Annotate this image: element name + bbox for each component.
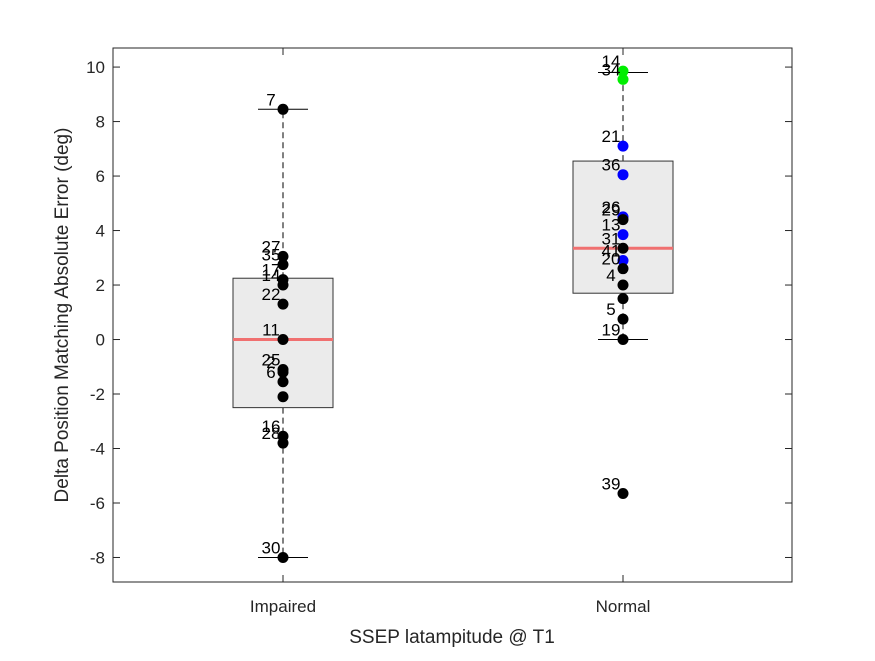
data-point-label: 28 — [262, 424, 281, 443]
data-point-label: 26 — [602, 198, 621, 217]
data-point-label: 5 — [606, 300, 615, 319]
data-point — [617, 313, 629, 325]
data-point — [617, 242, 629, 254]
data-point-label: 22 — [262, 285, 281, 304]
data-point-label: 7 — [266, 90, 275, 109]
data-point-label: 35 — [262, 246, 281, 265]
data-point — [617, 140, 629, 152]
data-point-label: 4 — [606, 266, 615, 285]
data-point-label: 14 — [262, 266, 281, 285]
data-point — [277, 551, 289, 563]
x-tick-label: Normal — [596, 597, 651, 616]
data-point — [277, 103, 289, 115]
data-point-label: 29 — [602, 201, 621, 220]
y-tick-label: 10 — [86, 58, 105, 77]
data-point-label: 39 — [602, 474, 621, 493]
y-tick-label: 4 — [96, 222, 105, 241]
data-point-label: 36 — [602, 156, 621, 175]
x-tick-label: Impaired — [250, 597, 316, 616]
data-point — [617, 65, 629, 77]
y-tick-label: 0 — [96, 331, 105, 350]
data-point — [277, 298, 289, 310]
data-point-label: 25 — [262, 350, 281, 369]
y-tick-label: -8 — [90, 548, 105, 567]
data-point-label: 14 — [602, 52, 621, 71]
data-point — [617, 229, 629, 241]
data-point-label: 2 — [266, 353, 275, 372]
data-point — [277, 376, 289, 388]
point-labels-layer: 7273517142211252616283014342136262913314… — [262, 52, 621, 557]
data-point-label: 31 — [602, 229, 621, 248]
data-point-label: 11 — [262, 321, 280, 340]
data-point-label: 20 — [602, 250, 621, 269]
data-point — [277, 437, 289, 449]
data-point-label: 41 — [602, 242, 621, 261]
data-point — [617, 293, 629, 305]
data-point-label: 13 — [602, 216, 621, 235]
data-point-label: 34 — [602, 60, 621, 79]
data-point — [277, 391, 289, 403]
data-point-label: 16 — [262, 417, 281, 436]
x-axis-label: SSEP latampitude @ T1 — [349, 627, 555, 648]
y-tick-label: 2 — [96, 276, 105, 295]
data-point — [277, 366, 289, 378]
points-layer — [277, 65, 629, 563]
data-point — [277, 259, 289, 271]
axes-layer: -8 -6 -4 -2 0 2 4 6 8 10 Impaired Normal — [86, 48, 792, 616]
y-tick-label: 8 — [96, 113, 105, 132]
data-point-label: 17 — [262, 261, 281, 280]
data-point — [617, 255, 629, 267]
data-point-label: 19 — [602, 321, 621, 340]
data-point — [617, 73, 629, 85]
data-point — [617, 263, 629, 275]
y-tick-label: 6 — [96, 167, 105, 186]
data-point — [277, 250, 289, 262]
y-tick-label: -4 — [90, 440, 105, 459]
y-tick-label: -2 — [90, 385, 105, 404]
data-point — [617, 487, 629, 499]
plot-frame — [112, 47, 793, 583]
data-point — [617, 334, 629, 346]
data-point — [277, 279, 289, 291]
y-tick-label: -6 — [90, 494, 105, 513]
data-point-label: 21 — [602, 127, 621, 146]
data-point — [617, 169, 629, 181]
data-point-label: 30 — [262, 538, 281, 557]
plot-area — [113, 48, 792, 582]
data-point — [617, 279, 629, 291]
data-point — [617, 214, 629, 226]
data-point-label: 27 — [262, 237, 281, 256]
y-axis-label: Delta Position Matching Absolute Error (… — [52, 128, 73, 503]
data-point — [277, 334, 289, 346]
data-point-label: 6 — [266, 363, 275, 382]
